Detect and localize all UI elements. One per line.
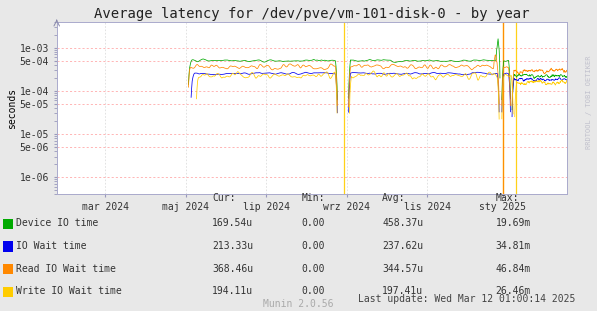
Text: 213.33u: 213.33u (212, 241, 253, 251)
Text: Cur:: Cur: (212, 193, 235, 202)
Text: 0.00: 0.00 (301, 264, 325, 274)
Text: 194.11u: 194.11u (212, 286, 253, 296)
Text: Max:: Max: (496, 193, 519, 202)
Text: 237.62u: 237.62u (382, 241, 423, 251)
Text: RRDTOOL / TOBI OETIKER: RRDTOOL / TOBI OETIKER (586, 56, 592, 149)
Title: Average latency for /dev/pve/vm-101-disk-0 - by year: Average latency for /dev/pve/vm-101-disk… (94, 7, 530, 21)
Text: 19.69m: 19.69m (496, 218, 531, 228)
Text: 197.41u: 197.41u (382, 286, 423, 296)
Text: Read IO Wait time: Read IO Wait time (16, 264, 115, 274)
Text: IO Wait time: IO Wait time (16, 241, 86, 251)
Text: 0.00: 0.00 (301, 286, 325, 296)
Text: 34.81m: 34.81m (496, 241, 531, 251)
Text: Munin 2.0.56: Munin 2.0.56 (263, 299, 334, 309)
Text: 368.46u: 368.46u (212, 264, 253, 274)
Text: Last update: Wed Mar 12 01:00:14 2025: Last update: Wed Mar 12 01:00:14 2025 (358, 294, 576, 304)
Text: 0.00: 0.00 (301, 241, 325, 251)
Text: 26.46m: 26.46m (496, 286, 531, 296)
Text: 458.37u: 458.37u (382, 218, 423, 228)
Text: 46.84m: 46.84m (496, 264, 531, 274)
Text: 344.57u: 344.57u (382, 264, 423, 274)
Text: Write IO Wait time: Write IO Wait time (16, 286, 121, 296)
Text: Min:: Min: (301, 193, 325, 202)
Text: Avg:: Avg: (382, 193, 405, 202)
Text: Device IO time: Device IO time (16, 218, 98, 228)
Y-axis label: seconds: seconds (7, 87, 17, 129)
Text: 0.00: 0.00 (301, 218, 325, 228)
Text: 169.54u: 169.54u (212, 218, 253, 228)
